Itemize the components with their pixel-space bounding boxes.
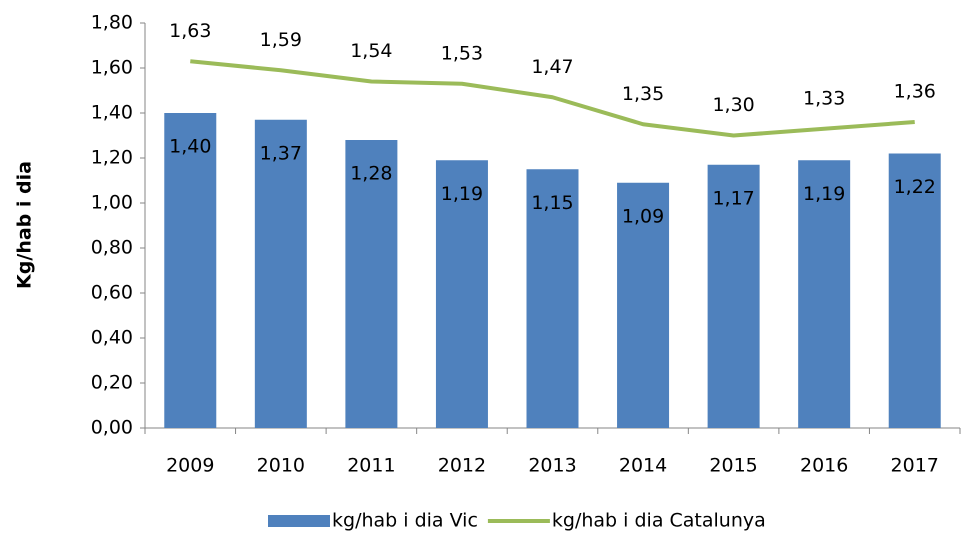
x-tick-label: 2017 <box>891 455 939 477</box>
x-tick-label: 2010 <box>257 455 305 477</box>
legend-swatch <box>268 515 330 527</box>
data-label: 1,19 <box>803 183 845 205</box>
y-tick-label: 1,40 <box>91 102 133 124</box>
x-tick-label: 2009 <box>166 455 214 477</box>
x-tick-label: 2011 <box>347 455 395 477</box>
y-tick-label: 1,80 <box>91 12 133 34</box>
x-tick-label: 2015 <box>709 455 757 477</box>
y-tick-label: 0,20 <box>91 372 133 394</box>
x-tick-label: 2016 <box>800 455 848 477</box>
x-tick-label: 2012 <box>438 455 486 477</box>
y-tick-label: 1,20 <box>91 147 133 169</box>
data-label: 1,63 <box>169 20 211 42</box>
data-label: 1,17 <box>712 187 754 209</box>
bar <box>254 119 307 428</box>
data-label: 1,30 <box>712 94 754 116</box>
data-label: 1,37 <box>260 142 302 164</box>
data-label: 1,59 <box>260 29 302 51</box>
data-label: 1,15 <box>531 192 573 214</box>
bar <box>345 140 398 428</box>
bar <box>435 160 488 428</box>
legend-label: kg/hab i dia Vic <box>332 510 478 532</box>
data-label: 1,36 <box>894 81 936 103</box>
bar <box>164 113 217 428</box>
y-tick-label: 0,60 <box>91 282 133 304</box>
y-tick-label: 1,60 <box>91 57 133 79</box>
data-label: 1,22 <box>894 176 936 198</box>
data-label: 1,53 <box>441 42 483 64</box>
y-tick-label: 1,00 <box>91 192 133 214</box>
x-tick-label: 2013 <box>528 455 576 477</box>
data-label: 1,54 <box>350 40 392 62</box>
x-tick-label: 2014 <box>619 455 667 477</box>
bar <box>526 169 579 428</box>
y-tick-label: 0,80 <box>91 237 133 259</box>
y-tick-label: 0,00 <box>91 417 133 439</box>
legend-label: kg/hab i dia Catalunya <box>552 510 766 532</box>
bar <box>798 160 851 428</box>
data-label: 1,47 <box>531 56 573 78</box>
y-tick-label: 0,40 <box>91 327 133 349</box>
data-label: 1,33 <box>803 87 845 109</box>
line <box>190 59 915 138</box>
bar <box>707 164 760 428</box>
bar <box>617 182 670 428</box>
data-label: 1,28 <box>350 163 392 185</box>
data-label: 1,09 <box>622 205 664 227</box>
data-label: 1,40 <box>169 136 211 158</box>
y-axis-label: Kg/hab i dia <box>14 161 36 289</box>
data-label: 1,35 <box>622 83 664 105</box>
data-label: 1,19 <box>441 183 483 205</box>
bar <box>888 153 941 428</box>
